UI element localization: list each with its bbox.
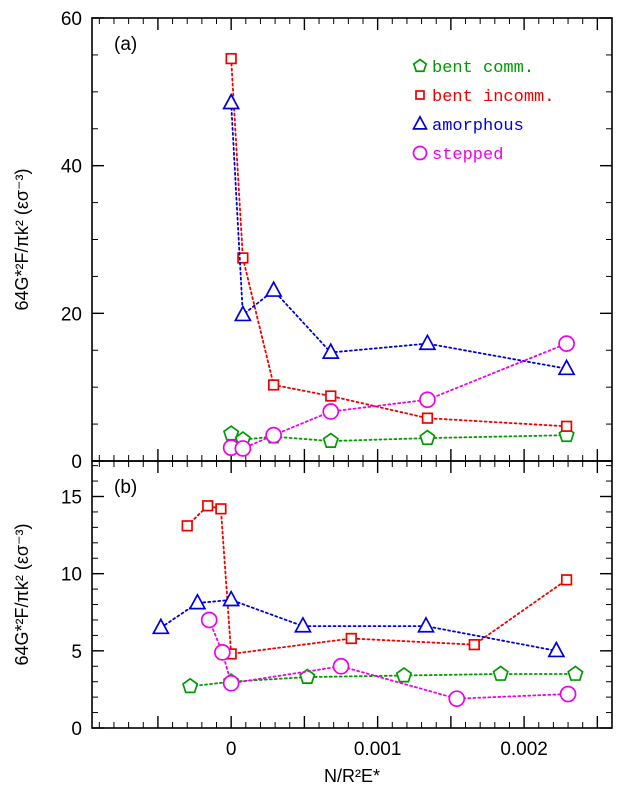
data-point-stepped — [265, 426, 282, 444]
data-point-amorphous — [418, 333, 437, 351]
series-line-bent-comm — [189, 673, 577, 688]
data-point-bent-incomm — [202, 500, 214, 512]
y-tick-label: 10 — [61, 565, 82, 586]
panel-a-y-axis-label: 64G*²F/πk² (εσ⁻³) — [12, 168, 32, 310]
panel-b-series — [151, 500, 584, 708]
panel-a-ticks: 0 20 40 60 — [61, 9, 612, 473]
data-point-bent-comm — [419, 429, 436, 446]
y-tick-label: 5 — [71, 642, 82, 663]
legend-entry: bent comm. — [432, 59, 534, 78]
data-point-amorphous — [557, 358, 576, 376]
data-point-amorphous — [151, 617, 170, 635]
data-point-stepped — [214, 644, 231, 661]
data-point-bent-comm — [395, 666, 413, 683]
x-axis-label: N/R²E* — [324, 766, 380, 786]
data-point-bent-incomm — [225, 52, 237, 65]
legend: bent comm. bent incomm. amorphous stepped — [412, 58, 554, 165]
data-point-amorphous — [233, 304, 252, 322]
legend-marker — [415, 90, 425, 100]
legend-entry: stepped — [432, 146, 503, 165]
data-point-bent-incomm — [325, 390, 337, 402]
data-point-stepped — [332, 657, 350, 675]
y-tick-label: 0 — [71, 452, 82, 473]
y-tick-label: 40 — [61, 157, 82, 178]
legend-entry: amorphous — [432, 117, 524, 136]
y-tick-label: 60 — [61, 9, 82, 30]
data-point-bent-incomm — [345, 632, 357, 645]
panel-a-frame — [91, 17, 613, 462]
data-point-stepped — [322, 403, 340, 420]
series-line-stepped — [208, 619, 569, 700]
y-tick-label: 0 — [71, 719, 82, 740]
data-point-bent-comm — [567, 665, 584, 681]
data-point-bent-comm — [299, 668, 316, 684]
data-point-stepped — [448, 690, 466, 708]
data-point-bent-incomm — [267, 379, 280, 391]
data-point-bent-comm — [322, 432, 339, 448]
data-point-amorphous — [417, 616, 435, 633]
data-point-amorphous — [222, 589, 241, 607]
data-point-amorphous — [294, 616, 312, 633]
panel-b-label: (b) — [114, 477, 137, 498]
data-point-amorphous — [321, 342, 340, 359]
data-point-stepped — [558, 335, 575, 352]
data-point-amorphous — [222, 92, 241, 110]
data-point-bent-comm — [182, 677, 199, 694]
data-point-bent-incomm — [237, 252, 249, 264]
series-line-bent-incomm — [186, 504, 568, 655]
data-point-amorphous — [547, 640, 566, 658]
panel-b-ticks: 0 5 10 15 0 0.001 0.002 — [61, 461, 612, 760]
legend-entry: bent incomm. — [432, 88, 554, 107]
data-point-stepped — [234, 440, 252, 457]
data-point-bent-comm — [492, 665, 509, 681]
data-point-amorphous — [188, 592, 207, 610]
panel-a-series — [222, 52, 576, 457]
panel-b-frame — [91, 460, 613, 729]
y-tick-label: 15 — [61, 487, 82, 508]
data-point-stepped — [200, 611, 218, 629]
data-point-stepped — [419, 391, 436, 409]
data-point-bent-incomm — [560, 420, 573, 432]
data-point-bent-incomm — [421, 412, 434, 424]
panel-b-y-axis-label: 64G*²F/πk² (εσ⁻³) — [12, 523, 32, 665]
data-point-bent-incomm — [181, 520, 193, 532]
series-line-amorphous — [230, 102, 568, 370]
data-point-bent-incomm — [560, 574, 573, 586]
x-tick-label: 0.002 — [500, 739, 548, 760]
data-point-stepped — [222, 674, 240, 692]
x-tick-label: 0.001 — [354, 739, 402, 760]
panel-a: (a) 0 20 40 60 bent comm. bent incomm. amorph… — [12, 9, 613, 473]
series-line-amorphous — [159, 598, 558, 652]
data-point-bent-incomm — [468, 639, 480, 651]
x-tick-label: 0 — [226, 739, 237, 760]
legend-marker — [412, 115, 428, 130]
series-line-bent-incomm — [230, 57, 568, 428]
data-point-bent-incomm — [215, 503, 227, 515]
data-point-stepped — [559, 685, 577, 703]
y-tick-label: 20 — [61, 304, 82, 325]
panel-a-label: (a) — [114, 34, 137, 55]
legend-marker — [412, 145, 428, 161]
data-point-amorphous — [264, 280, 283, 297]
legend-marker — [412, 58, 428, 73]
